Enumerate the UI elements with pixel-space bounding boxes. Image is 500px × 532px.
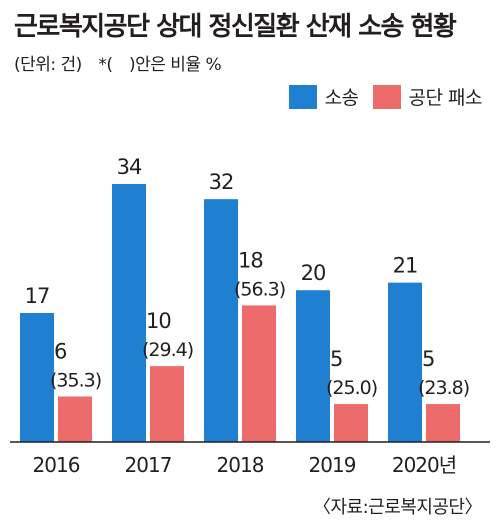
x-tick-label-2: 2018	[217, 453, 264, 477]
x-tick-label-3: 2019	[309, 453, 356, 477]
x-tick-label-4: 2020년	[392, 453, 456, 477]
legend-swatch-lawsuits	[288, 84, 317, 109]
value-label-losses-1: 10	[146, 309, 171, 333]
legend: 소송 공단 패소	[275, 83, 483, 110]
value-label-losses-0: 6	[54, 339, 67, 363]
value-label-lawsuits-4: 21	[393, 254, 418, 278]
value-label-losses-2: 18	[238, 248, 263, 272]
value-label-lawsuits-0: 17	[25, 284, 50, 308]
value-label-losses-3: 5	[330, 347, 342, 371]
bar-lawsuits-3	[296, 290, 330, 442]
ratio-label-losses-0: (35.3)	[50, 369, 101, 391]
bar-losses-1	[150, 366, 184, 442]
value-label-lawsuits-3: 20	[301, 261, 326, 285]
legend-swatch-losses	[372, 84, 401, 109]
ratio-label-losses-4: (23.8)	[418, 377, 469, 399]
chart-title: 근로복지공단 상대 정신질환 산재 소송 현황	[14, 12, 457, 42]
value-label-lawsuits-2: 32	[209, 170, 234, 194]
value-label-lawsuits-1: 34	[117, 155, 142, 179]
bar-losses-0	[58, 396, 92, 442]
bar-lawsuits-1	[112, 184, 146, 442]
bar-lawsuits-2	[204, 199, 238, 442]
ratio-label-losses-1: (29.4)	[142, 339, 193, 361]
ratio-label-losses-3: (25.0)	[326, 377, 377, 399]
x-tick-label-0: 2016	[33, 453, 80, 477]
bar-losses-3	[334, 404, 368, 442]
source-note: 〈자료:근로복지공단〉	[312, 497, 483, 518]
bar-losses-2	[242, 305, 276, 442]
bar-losses-4	[426, 404, 460, 442]
bar-lawsuits-0	[20, 313, 54, 442]
legend-label-losses: 공단 패소	[408, 87, 483, 109]
x-tick-label-1: 2017	[125, 453, 172, 477]
bar-lawsuits-4	[388, 282, 422, 442]
legend-item-losses: 공단 패소	[372, 83, 483, 110]
chart-subtitle: (단위: 건) *( )안은 비율 %	[14, 55, 222, 75]
ratio-label-losses-2: (56.3)	[234, 278, 285, 300]
legend-label-lawsuits: 소송	[324, 87, 359, 109]
legend-item-lawsuits: 소송	[288, 83, 359, 110]
value-label-losses-4: 5	[422, 347, 434, 371]
